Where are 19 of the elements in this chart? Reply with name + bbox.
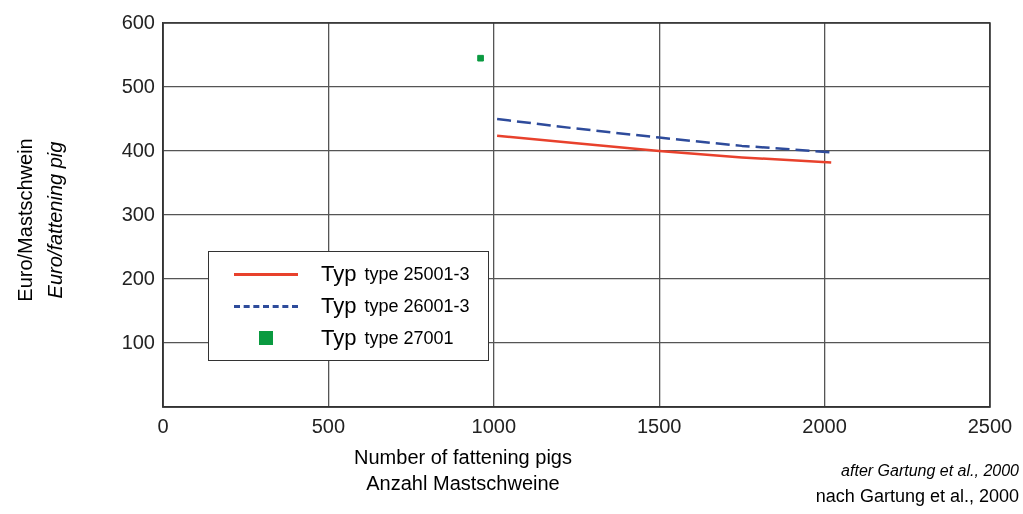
y-tick-label: 500 [121, 74, 155, 97]
x-tick-label: 1000 [471, 414, 517, 437]
y-tick-label: 200 [121, 266, 155, 289]
x-tick-label: 2000 [802, 414, 847, 437]
x-axis-title: Number of fattening pigs Anzahl Mastschweine [353, 445, 573, 496]
text: nach Gartung et al., 2000 [815, 486, 1019, 507]
legend-label: Typ type 27001 [321, 325, 454, 351]
y-tick-label: 600 [121, 10, 155, 33]
y-tick-label: 400 [121, 138, 155, 161]
legend-label: Typ type 25001-3 [321, 261, 470, 287]
y-tick-label: 100 [121, 330, 155, 353]
legend-label: Typ type 26001-3 [321, 293, 470, 319]
y-axis-title: Euro/Mastschwein Euro/fattening pig [13, 137, 67, 304]
text: after Gartung et al., 2000 [841, 462, 1019, 480]
x-tick-label: 0 [157, 414, 169, 437]
x-tick-label: 1500 [636, 414, 682, 437]
x-tick-label: 2500 [967, 414, 1013, 437]
y-tick-label: 300 [121, 202, 155, 225]
x-tick-label: 500 [311, 414, 346, 437]
